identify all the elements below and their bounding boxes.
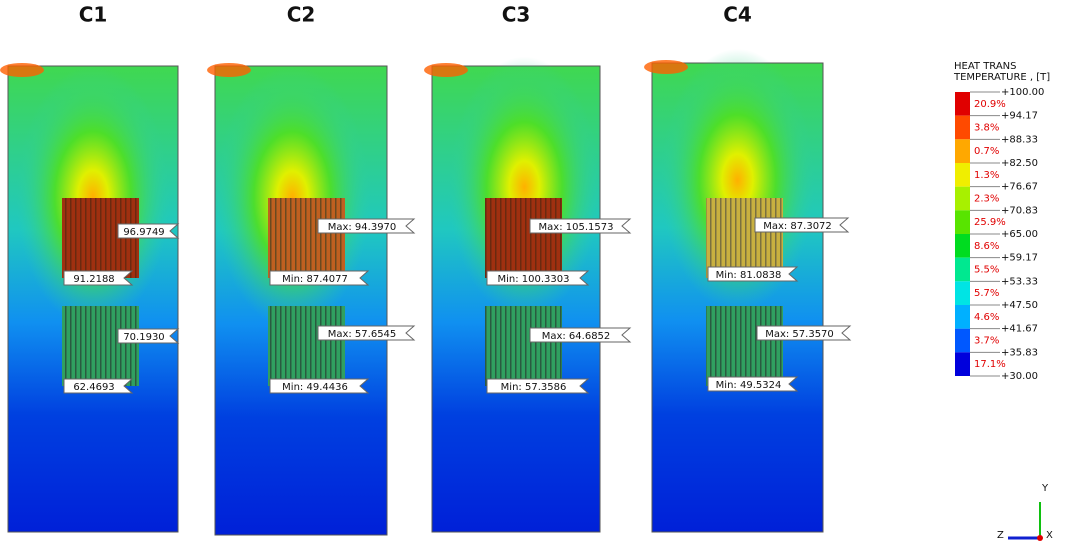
legend-level: +70.83	[1001, 205, 1038, 216]
probe-label: Max: 57.3570	[765, 329, 834, 340]
probe-label: Max: 105.1573	[539, 222, 614, 233]
probe-label: Min: 81.0838	[716, 270, 782, 281]
probe-label-box	[707, 266, 799, 282]
legend-band	[955, 163, 970, 187]
legend-percent: 2.3%	[974, 194, 999, 205]
legend-title: TEMPERATURE , [T]	[953, 72, 1050, 83]
probe-label-box	[529, 218, 632, 234]
probe-label-box	[317, 325, 416, 341]
heat-sink-lower	[62, 306, 139, 386]
legend-level: +30.00	[1001, 371, 1038, 382]
triad-axis: X	[1046, 530, 1053, 541]
legend-level: +82.50	[1001, 158, 1038, 169]
corner-hot	[0, 63, 44, 77]
triad-axis: Z	[997, 530, 1004, 541]
probe-label: 70.1930	[123, 332, 164, 343]
legend-percent: 5.7%	[974, 288, 999, 299]
heat-sink-upper	[268, 198, 345, 278]
legend-band	[955, 234, 970, 258]
probe-label-box	[486, 378, 590, 394]
probe-label-box	[117, 223, 180, 239]
probe-label-box	[754, 217, 850, 233]
probe-label-box	[269, 378, 370, 394]
legend-percent: 25.9%	[974, 217, 1006, 228]
probe-label: Max: 57.6545	[328, 329, 397, 340]
probe-label: 96.9749	[123, 227, 164, 238]
legend-percent: 8.6%	[974, 241, 999, 252]
corner-hot	[207, 63, 251, 77]
heat-sink-upper	[485, 198, 562, 278]
legend-level: +53.33	[1001, 276, 1038, 287]
heat-sink-upper	[706, 198, 783, 278]
legend-level: +100.00	[1001, 87, 1044, 98]
probe-label-box	[486, 270, 590, 286]
legend-percent: 17.1%	[974, 359, 1006, 370]
probe-label: 62.4693	[73, 382, 114, 393]
probe-label-box	[269, 270, 370, 286]
legend-percent: 20.9%	[974, 99, 1006, 110]
triad	[1008, 502, 1043, 541]
legend-band	[955, 139, 970, 163]
legend-level: +88.33	[1001, 134, 1038, 145]
probe-label-box	[707, 376, 799, 392]
probe-label: Min: 49.5324	[716, 380, 782, 391]
legend-band	[955, 328, 970, 353]
panel-title: C2	[287, 3, 316, 27]
probe-label: Max: 94.3970	[328, 222, 397, 233]
probe-label: Min: 100.3303	[497, 274, 569, 285]
probe-label-box	[63, 378, 134, 394]
legend-band	[955, 92, 970, 116]
probe-label: Min: 57.3586	[501, 382, 567, 393]
legend-band	[955, 210, 970, 234]
legend-band	[955, 186, 970, 211]
legend-title: HEAT TRANS	[954, 61, 1017, 72]
triad-axis: Y	[1041, 483, 1049, 494]
legend-band	[955, 305, 970, 329]
probe-label-box	[756, 325, 852, 341]
legend-level: +41.67	[1001, 324, 1038, 335]
legend-level: +65.00	[1001, 229, 1038, 240]
probe-label-box	[317, 218, 416, 234]
corner-hot	[644, 60, 688, 74]
heat-sink-lower	[268, 306, 345, 386]
probe-label: 91.2188	[73, 274, 114, 285]
hot-zone	[16, 66, 170, 327]
legend-percent: 3.8%	[974, 123, 999, 134]
legend-percent: 5.5%	[974, 265, 999, 276]
probe-label: Max: 87.3072	[763, 221, 832, 232]
legend-band	[955, 281, 970, 305]
legend-percent: 3.7%	[974, 336, 999, 347]
probe-label: Max: 64.6852	[542, 331, 611, 342]
hot-zone	[215, 66, 370, 329]
probe-label: Min: 49.4436	[282, 382, 348, 393]
probe-label-box	[529, 327, 632, 343]
panel-title: C3	[502, 3, 531, 27]
probe-label: Min: 87.4077	[282, 274, 348, 285]
legend-percent: 4.6%	[974, 312, 999, 323]
probe-label-box	[117, 328, 180, 344]
heat-sink-lower	[485, 306, 562, 386]
legend-level: +59.17	[1001, 253, 1038, 264]
legend-band	[955, 257, 970, 282]
legend-percent: 0.7%	[974, 146, 999, 157]
legend-level: +94.17	[1001, 111, 1038, 122]
legend-level: +47.50	[1001, 300, 1038, 311]
panel-title: C4	[723, 3, 752, 27]
legend-band	[955, 115, 970, 140]
corner-hot	[424, 63, 468, 77]
legend-percent: 1.3%	[974, 170, 999, 181]
legend-band	[955, 352, 970, 376]
panel-title: C1	[79, 3, 108, 27]
legend-level: +76.67	[1001, 182, 1038, 193]
heat-sink-lower	[706, 306, 783, 386]
probe-label-box	[63, 270, 134, 286]
legend-level: +35.83	[1001, 347, 1038, 358]
